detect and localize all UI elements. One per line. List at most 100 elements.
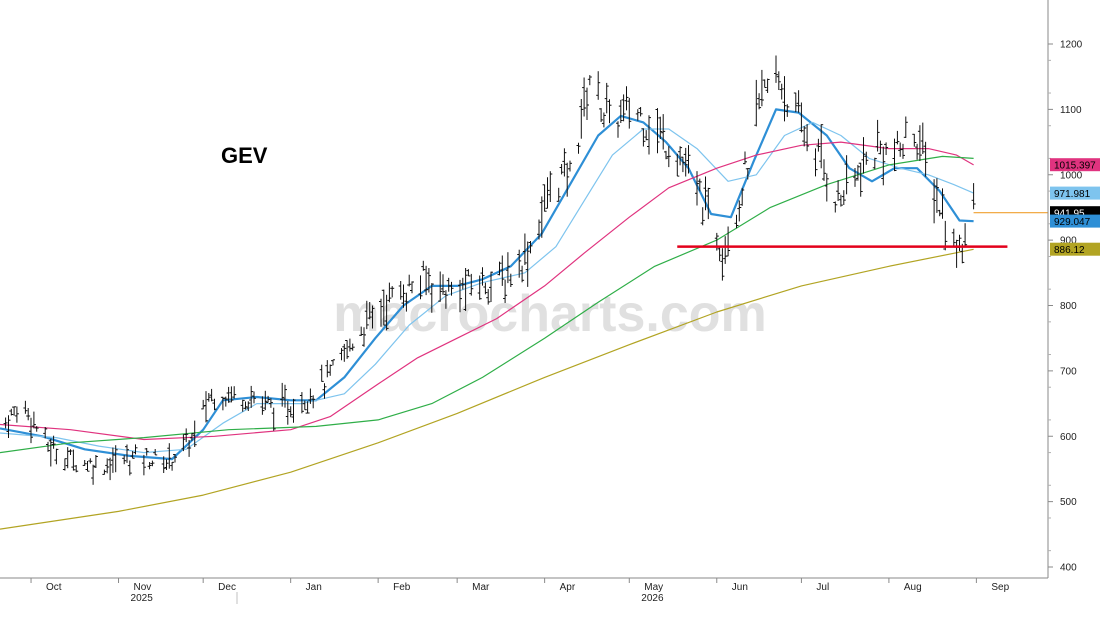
price-bar [813,148,818,177]
value-tag-bg [1050,214,1100,228]
price-bar [695,171,699,206]
price-bar [438,271,443,302]
value-tag-label: 929.047 [1054,217,1091,228]
price-bar [144,448,149,456]
price-bar [359,326,364,336]
price-bar [895,130,900,145]
price-bar [508,273,513,287]
price-bar [537,219,541,240]
price-bar [655,108,660,154]
value-tag-bg [1050,158,1100,172]
price-bar [311,395,316,409]
price-bar [706,187,711,220]
price-bar [624,86,629,111]
price-bar [556,187,561,202]
value-tag-label: 941.95 [1054,209,1085,220]
price-bar [855,164,860,181]
price-bar [88,458,93,464]
x-tick-label: Aug [904,582,922,593]
price-bar [424,265,429,296]
price-bar [102,469,107,475]
series-line-4 [0,248,974,530]
price-bar [31,411,36,429]
price-bar [901,143,905,159]
price-bar [223,396,228,407]
price-bar [212,398,217,411]
price-bar [398,281,403,300]
price-bar [384,294,389,331]
price-bar [268,398,273,408]
price-bar [745,168,750,180]
y-tick-label: 1200 [1060,40,1083,51]
price-bar [164,459,169,470]
price-bar [153,449,158,456]
price-bar [522,233,527,265]
price-bar [644,130,649,141]
price-bar [23,400,28,414]
price-bar [6,415,11,438]
price-bar [364,300,369,330]
price-bar [12,406,17,416]
price-bar [666,146,671,168]
price-bar [328,364,333,376]
price-bar [604,82,609,114]
price-bar [252,391,256,404]
price-bar [204,391,208,423]
price-bar [240,399,245,412]
x-tick-label: Nov [134,582,152,593]
price-bar [700,207,705,226]
price-bar [46,441,50,452]
price-bar [675,153,680,177]
x-tick-label: Mar [472,582,490,593]
x-tick-label: Apr [560,582,576,593]
price-bar [302,400,307,411]
price-bar [658,116,663,139]
price-bar [923,141,928,177]
price-bar [805,124,810,152]
price-bar [872,157,877,170]
price-bar [201,399,206,410]
price-bar [449,281,454,296]
price-bar [418,275,423,300]
price-bar [703,176,708,211]
x-tick-label: Feb [393,582,411,593]
x-tick-label: Dec [218,582,236,593]
price-bar [971,183,976,210]
price-bar [601,112,606,128]
price-bar [754,79,759,127]
price-bar [824,173,829,202]
value-tag: 886.12 [1050,242,1100,256]
price-bar [421,260,426,271]
price-bar [743,151,747,165]
price-bar [864,151,869,165]
series-line-3 [0,155,974,454]
price-bar [799,102,804,133]
price-bar [184,428,189,443]
price-bar [734,214,739,229]
price-bar [167,443,172,469]
price-bar [917,125,922,161]
price-bar [838,194,843,207]
price-bar [370,305,375,329]
price-bar [26,408,31,421]
price-bar [51,435,56,449]
price-bar [585,87,589,120]
price-bar [500,255,505,286]
price-bar [14,406,19,423]
value-tag-label: 971.981 [1054,189,1091,200]
price-bar [884,142,889,155]
price-bar [680,156,685,173]
price-bar [720,248,725,281]
price-bar [616,121,620,138]
price-bar [503,279,508,303]
price-bar [776,71,781,90]
value-tag-label: 886.12 [1054,245,1085,256]
price-bar [678,146,683,166]
price-bar [266,395,271,403]
price-bar [957,234,962,252]
y-tick-label: 500 [1060,497,1077,508]
price-bar [587,75,592,86]
x-tick-label: Jun [732,582,748,593]
price-bar [664,150,668,160]
price-bar [68,449,73,455]
